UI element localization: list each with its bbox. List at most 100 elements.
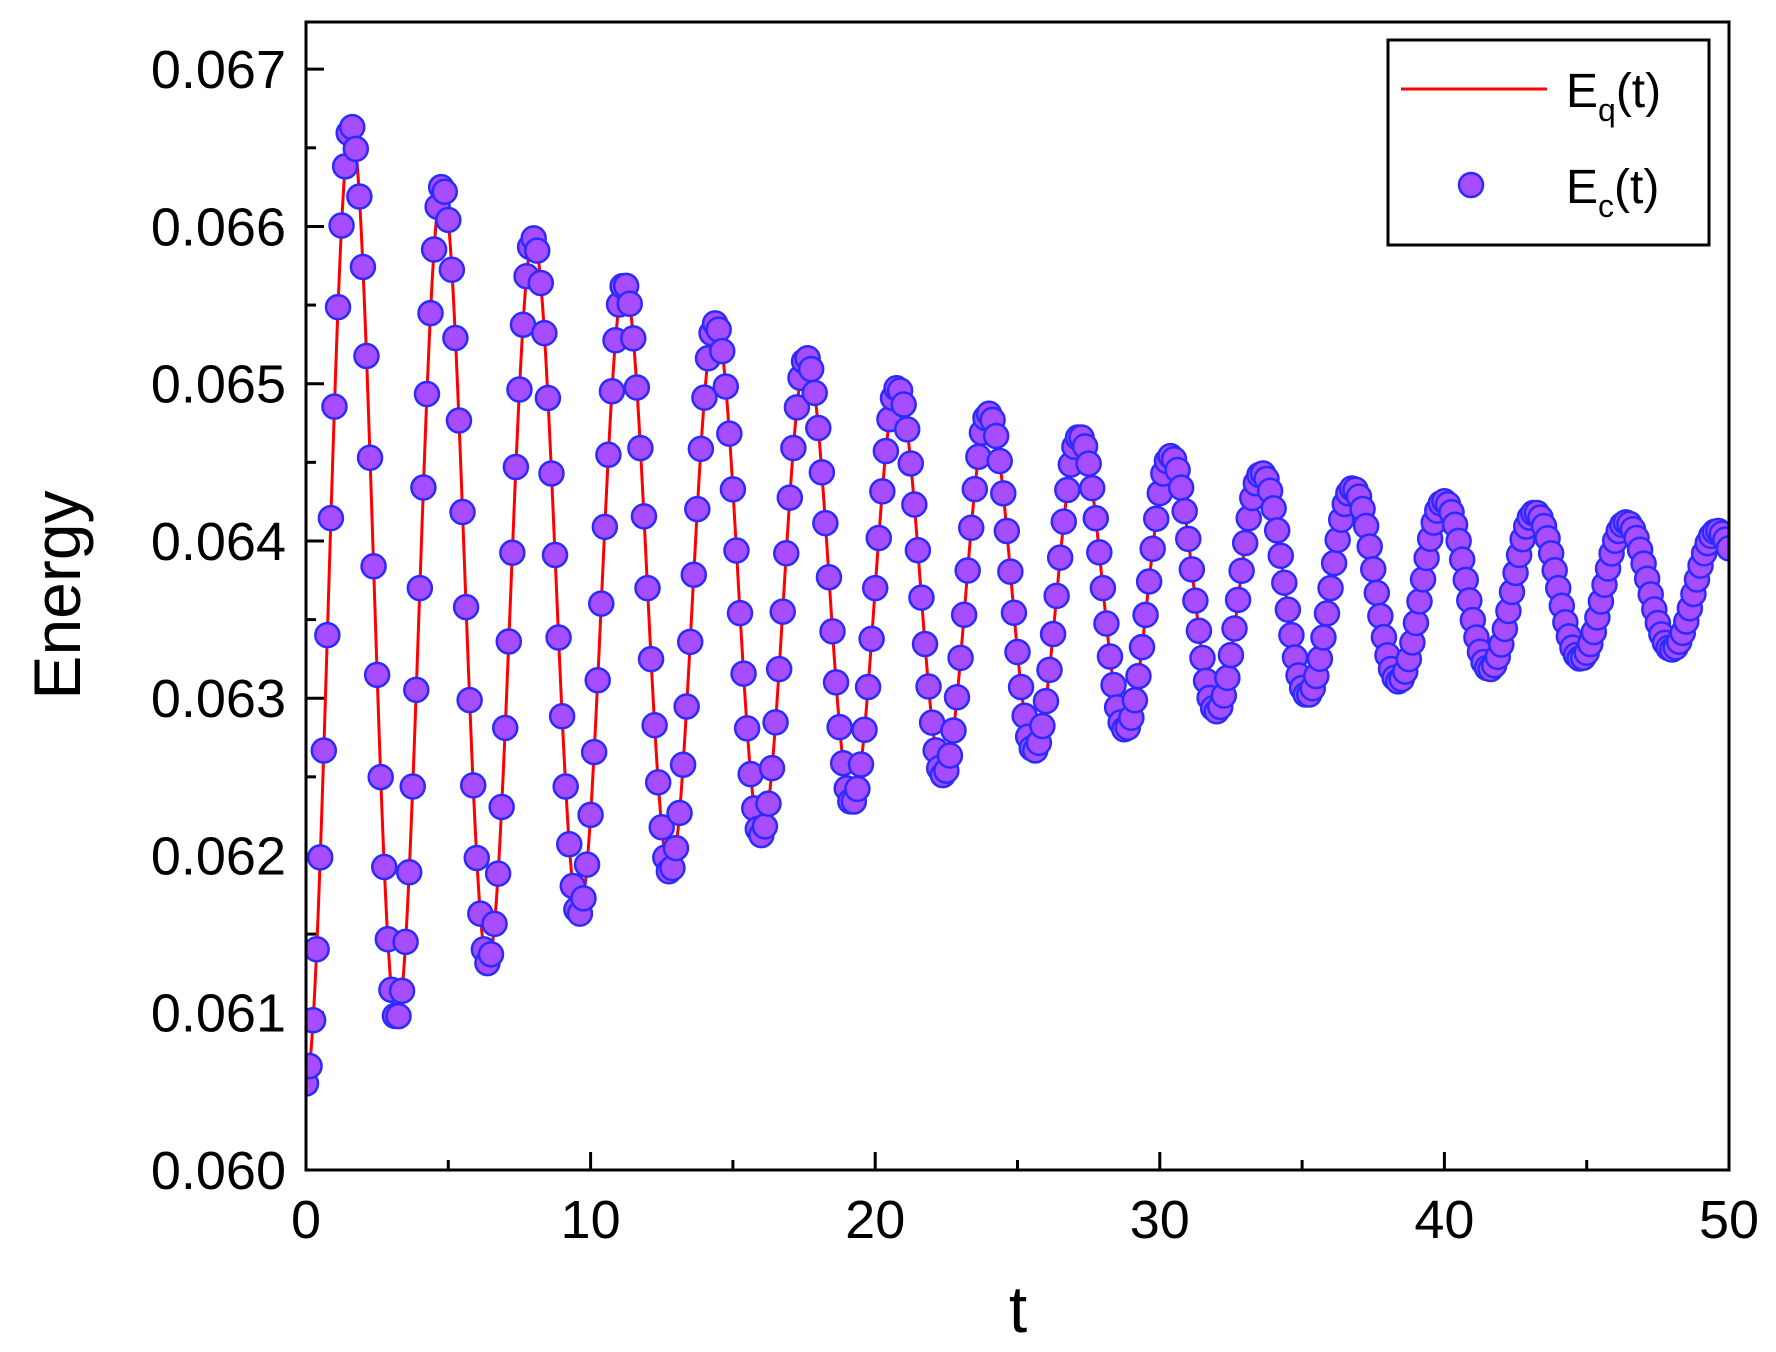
ec-point bbox=[1182, 587, 1209, 614]
ec-point bbox=[438, 256, 466, 284]
ec-point bbox=[1121, 686, 1149, 714]
y-tick-label: 0.067 bbox=[151, 40, 286, 100]
ec-point bbox=[1075, 450, 1102, 477]
ec-point bbox=[570, 885, 597, 912]
ec-point bbox=[406, 574, 434, 602]
legend-eq-name: E bbox=[1566, 65, 1598, 118]
x-tick-label: 10 bbox=[561, 1190, 621, 1250]
legend-ec-suffix: (t) bbox=[1614, 161, 1659, 214]
y-tick-label: 0.062 bbox=[151, 826, 286, 886]
ec-point bbox=[1317, 574, 1344, 602]
ec-point bbox=[797, 355, 825, 383]
ec-point bbox=[1363, 579, 1391, 607]
ec-point bbox=[1139, 535, 1166, 562]
ec-point bbox=[769, 598, 796, 625]
ec-point bbox=[1228, 557, 1255, 584]
ec-point bbox=[773, 540, 800, 567]
ec-point bbox=[805, 414, 832, 442]
ec-point bbox=[531, 319, 558, 347]
legend-ec-name: E bbox=[1566, 161, 1598, 214]
ec-point bbox=[310, 737, 338, 764]
ec-point bbox=[385, 1002, 412, 1030]
legend-eq-label: Eq(t) bbox=[1566, 65, 1661, 128]
ec-point bbox=[623, 374, 651, 401]
legend-eq-subscript: q bbox=[1598, 92, 1616, 128]
ec-point bbox=[997, 558, 1024, 585]
ec-point bbox=[730, 660, 757, 687]
ec-point bbox=[644, 769, 672, 796]
ec-point bbox=[1221, 615, 1248, 642]
ec-point bbox=[669, 751, 697, 778]
ec-point bbox=[1306, 645, 1334, 673]
ec-point bbox=[349, 253, 377, 281]
ec-point bbox=[1175, 525, 1202, 553]
ec-point bbox=[523, 237, 551, 264]
y-axis-tick-labels: 0.060 0.061 0.062 0.063 0.064 0.065 0.066 0.067 bbox=[151, 40, 286, 1201]
ec-point bbox=[328, 212, 355, 239]
ec-point bbox=[627, 434, 654, 462]
ec-point bbox=[541, 541, 569, 569]
ec-point bbox=[1125, 662, 1152, 690]
ec-point bbox=[431, 178, 458, 206]
x-tick-label: 50 bbox=[1699, 1190, 1759, 1250]
ec-point bbox=[584, 666, 611, 694]
ec-point bbox=[1100, 671, 1127, 699]
ec-point bbox=[392, 928, 419, 956]
ec-point bbox=[687, 435, 715, 463]
ec-point bbox=[819, 618, 846, 645]
ec-point bbox=[1217, 641, 1245, 669]
ec-point bbox=[812, 509, 839, 537]
x-tick-label: 30 bbox=[1130, 1190, 1190, 1250]
ec-point bbox=[872, 437, 900, 465]
legend-eq-suffix: (t) bbox=[1616, 65, 1661, 118]
ec-point bbox=[1093, 610, 1120, 637]
ec-point bbox=[552, 773, 579, 800]
ec-point bbox=[1189, 644, 1216, 672]
ec-point bbox=[1004, 638, 1031, 666]
ec-point bbox=[548, 703, 576, 730]
ec-point bbox=[413, 380, 441, 408]
ec-point bbox=[762, 709, 789, 736]
ec-point bbox=[595, 441, 622, 468]
ec-point bbox=[705, 316, 732, 343]
x-tick-label: 20 bbox=[845, 1190, 905, 1250]
ec-point bbox=[1360, 555, 1387, 583]
ec-point bbox=[491, 714, 519, 742]
ec-point bbox=[306, 935, 330, 963]
ec-point bbox=[890, 391, 917, 418]
ec-point bbox=[314, 621, 341, 649]
ec-point bbox=[534, 384, 562, 412]
ec-point bbox=[765, 655, 793, 683]
y-tick-label: 0.060 bbox=[151, 1141, 286, 1201]
ec-point bbox=[648, 814, 675, 841]
ec-point bbox=[1356, 533, 1383, 560]
ec-point bbox=[317, 504, 345, 532]
ec-point bbox=[954, 557, 981, 584]
ec-point bbox=[399, 773, 426, 800]
x-tick-label: 40 bbox=[1414, 1190, 1474, 1250]
ec-point bbox=[893, 416, 921, 443]
ec-point bbox=[691, 384, 718, 411]
ec-point bbox=[481, 910, 508, 938]
y-tick-label: 0.065 bbox=[151, 355, 286, 415]
ec-point bbox=[990, 480, 1017, 507]
ec-point bbox=[1036, 656, 1063, 684]
ec-point bbox=[435, 206, 462, 234]
series-ec-points bbox=[306, 113, 1729, 1097]
ec-point bbox=[858, 625, 885, 653]
ec-point bbox=[367, 763, 394, 791]
ec-point bbox=[456, 686, 483, 714]
ec-point bbox=[321, 393, 348, 420]
ec-point bbox=[538, 460, 565, 487]
ec-point bbox=[1082, 505, 1110, 532]
ec-point bbox=[577, 801, 604, 829]
ec-point bbox=[527, 269, 555, 297]
ec-point bbox=[904, 536, 932, 564]
legend-box bbox=[1386, 38, 1711, 247]
y-tick-label: 0.066 bbox=[151, 197, 286, 257]
ec-point bbox=[1032, 687, 1060, 715]
ec-point bbox=[666, 799, 693, 827]
ec-point bbox=[1409, 566, 1437, 593]
ec-point bbox=[339, 113, 366, 141]
